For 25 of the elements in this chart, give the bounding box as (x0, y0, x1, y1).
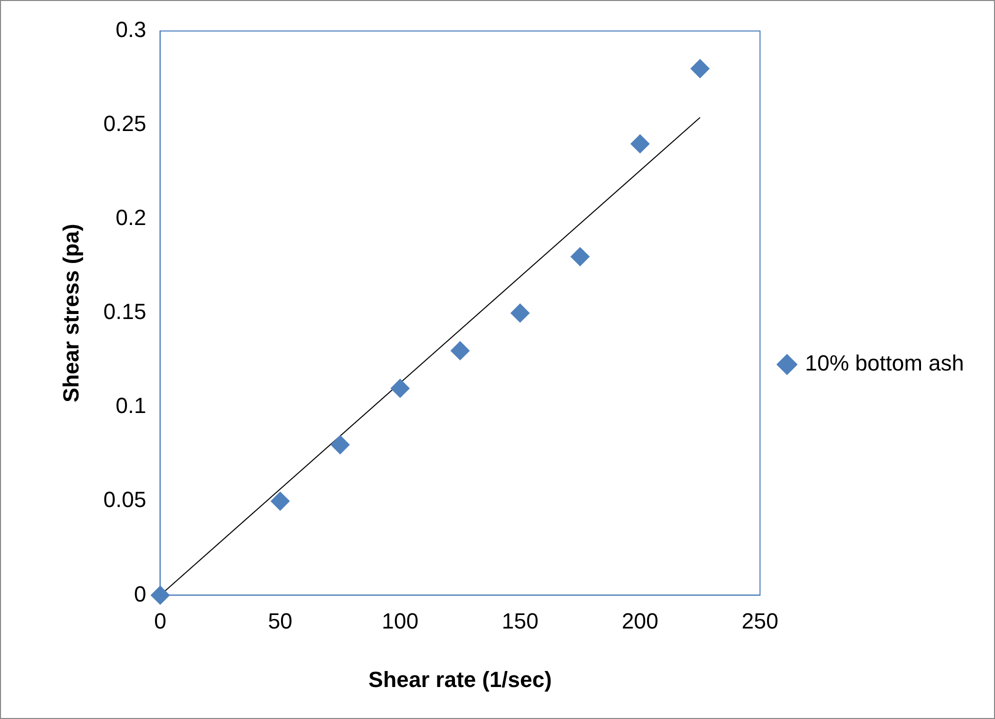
x-tick-label: 0 (154, 608, 166, 634)
y-tick-label: 0.15 (103, 299, 146, 324)
x-tick-label: 200 (622, 608, 658, 634)
y-tick-label: 0.3 (116, 17, 146, 42)
point (390, 378, 410, 398)
y-tick-label: 0.2 (116, 205, 146, 230)
point (570, 247, 590, 266)
point (690, 59, 710, 78)
legend-label: 10% bottom ash (805, 350, 964, 376)
y-axis-title: Shear stress (pa) (58, 224, 84, 402)
y-tick-label: 0.1 (116, 393, 146, 418)
x-tick-label: 150 (502, 608, 538, 634)
point (630, 134, 650, 154)
point (150, 586, 170, 605)
y-tick-label: 0.25 (103, 111, 146, 136)
y-tick-label: 0 (134, 581, 146, 606)
point (450, 341, 470, 360)
x-tick-label: 50 (268, 608, 292, 634)
x-axis-title: Shear rate (1/sec) (368, 666, 552, 692)
point (330, 435, 350, 454)
y-tick-label: 0.05 (103, 487, 146, 512)
x-tick-label: 100 (382, 608, 418, 634)
point (270, 492, 290, 511)
x-tick-label: 250 (742, 608, 778, 634)
point (510, 304, 530, 323)
